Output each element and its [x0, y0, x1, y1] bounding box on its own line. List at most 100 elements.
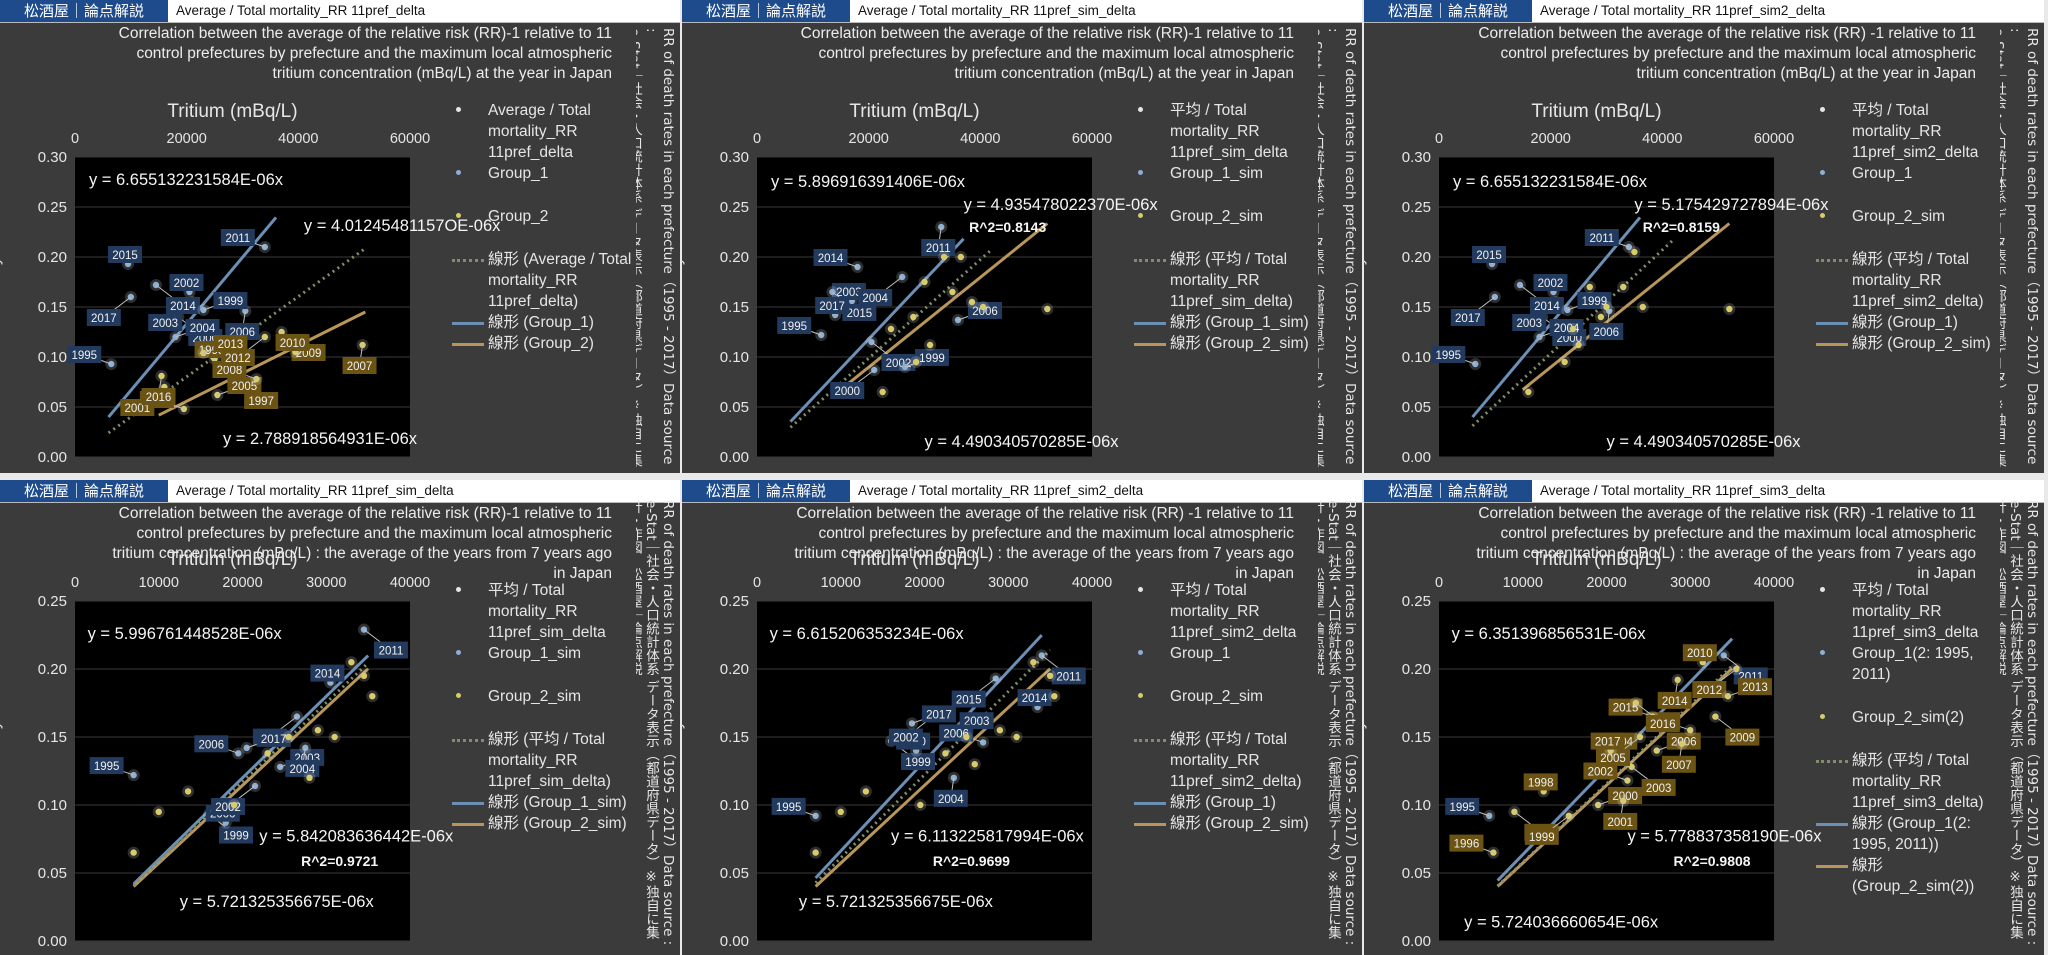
point-label: 1999	[1582, 296, 1608, 308]
point-label-box	[1524, 827, 1559, 845]
y-tick-label: 0.25	[1402, 593, 1431, 610]
panel-header: 松酒屋｜論点解説 Average / Total mortality_RR 11p…	[0, 0, 680, 23]
data-source-line: e-Stat｜社会・人口統計体系 データ表示（都道府県データ）※独自に集	[643, 500, 659, 939]
point-label-box	[1512, 314, 1547, 331]
point-label: 1997	[248, 396, 274, 408]
x-tick-label: 20000	[849, 131, 889, 147]
point-label-box	[141, 388, 176, 405]
data-source-line: 計・作図 松酒屋｜論点解説	[2000, 500, 2006, 676]
scatter-chart: 0.00 0.05 0.10 0.15 0.20 0.250 10000 20000 30000…	[720, 549, 1112, 950]
equation-label: y = 5.175429727894E-06x	[1634, 196, 1829, 214]
point-label: 1999	[223, 831, 249, 843]
point-label: 2014	[818, 253, 844, 265]
equation-label: y = 6.655132231584E-06x	[89, 171, 284, 189]
point-label-box	[373, 641, 408, 659]
point-label: 2014	[1662, 696, 1688, 708]
data-point	[954, 316, 962, 324]
data-point	[879, 388, 886, 396]
y-tick-label: 0.05	[38, 865, 67, 882]
point-label-box	[148, 314, 183, 331]
y-tick-label: 0.00	[720, 933, 749, 950]
chart-title: Correlation between the average of the r…	[1364, 504, 1976, 584]
point-label-box	[86, 309, 121, 326]
y-tick-label: 0.15	[720, 729, 749, 746]
chart-panel: 松酒屋｜論点解説 Average / Total mortality_RR 11p…	[1364, 0, 2044, 473]
legend-item: 線形 (Group_1_sim)	[1130, 312, 1320, 333]
point-label: 2002	[1538, 278, 1564, 290]
legend-swatch	[456, 213, 461, 218]
point-label-box	[842, 304, 877, 321]
point-label: 2003	[1516, 318, 1542, 330]
point-label-box	[933, 789, 968, 807]
trendline-group_2	[1521, 222, 1731, 391]
point-label: 2014	[1534, 301, 1560, 313]
legend-swatch	[1138, 650, 1143, 655]
legend-label: 平均 / Total mortality_RR 11pref_sim_delta	[488, 582, 606, 641]
point-label-box	[220, 229, 255, 246]
legend-label: 線形 (Average / Total mortality_RR 11pref_…	[488, 251, 632, 310]
sheet-title: Average / Total mortality_RR 11pref_sim3…	[1540, 483, 1826, 498]
point-label: 2014	[315, 669, 341, 681]
legend-item: Group_2_sim	[1130, 686, 1320, 707]
point-label-box	[1577, 292, 1612, 309]
x-tick-label: 30000	[988, 575, 1028, 591]
legend: Average / Total mortality_RR 11pref_delt…	[448, 100, 638, 354]
data-point	[1569, 325, 1577, 333]
scatter-chart: 0.00 0.05 0.10 0.15 0.20 0.250 10000 20000 30000…	[38, 549, 454, 950]
legend-item: 線形 (Group_2_sim)	[1130, 813, 1320, 834]
point-label-box	[777, 317, 812, 334]
point-label: 1999	[919, 353, 945, 365]
y-tick-label: 0.10	[38, 797, 67, 814]
legend-swatch	[1138, 693, 1143, 698]
point-label-box	[1450, 309, 1485, 326]
chart-title: Correlation between the average of the r…	[1364, 24, 1976, 84]
legend: 平均 / Total mortality_RR 11pref_sim_delta…	[448, 580, 638, 834]
sheet-title: Average / Total mortality_RR 11pref_sim_…	[858, 3, 1136, 18]
equation-label: y = 5.842083636442E-06x	[259, 828, 454, 846]
legend-item: Group_2_sim(2)	[1812, 707, 2002, 728]
point-label: 2002	[174, 278, 200, 290]
legend-item: 線形 (Group_1)	[1130, 792, 1320, 813]
trendline-group_1	[107, 216, 278, 419]
r-squared-label: R^2=0.9699	[933, 853, 1010, 869]
point-label-box	[1645, 715, 1680, 732]
point-label-box	[831, 283, 866, 300]
data-point	[910, 313, 917, 321]
point-label-box	[1682, 644, 1717, 662]
point-label: 2005	[1600, 753, 1626, 765]
legend-swatch	[1816, 760, 1848, 763]
point-label: 1995	[1435, 350, 1461, 362]
point-label-box	[921, 239, 956, 256]
chart-panel: 松酒屋｜論点解説 Average / Total mortality_RR 11p…	[682, 480, 1362, 955]
point-label-box	[901, 753, 935, 771]
point-label: 2013	[1742, 682, 1768, 694]
y-tick-label: 0.10	[38, 349, 67, 366]
x-tick-label: 40000	[278, 131, 318, 147]
point-label: 2010	[280, 338, 306, 350]
point-label-box	[951, 690, 986, 708]
point-label-box	[1603, 812, 1638, 830]
legend-swatch	[456, 587, 461, 592]
y-tick-label: 0.10	[720, 349, 749, 366]
legend-item: Group_2_sim	[1130, 206, 1320, 227]
point-label: 2000	[1612, 791, 1638, 803]
y-tick-label: 0.25	[38, 199, 67, 216]
chart-title-line: Correlation between the average of the r…	[118, 505, 612, 522]
legend-label: Average / Total mortality_RR 11pref_delt…	[488, 102, 591, 161]
legend-item: Group_1	[1130, 643, 1320, 664]
y-tick-label: 0.10	[1402, 797, 1431, 814]
y-tick-label: 0.20	[720, 249, 749, 266]
point-label: 2012	[1697, 685, 1723, 697]
point-label-box	[310, 664, 345, 682]
panel-header: 松酒屋｜論点解説 Average / Total mortality_RR 11p…	[682, 0, 1362, 23]
point-label-box	[1431, 346, 1466, 363]
chart-title-line: control prefectures by prefecture and th…	[136, 45, 612, 62]
chart-title-line: tritium concentration (mBq/L) : the aver…	[794, 545, 1294, 562]
panel-header: 松酒屋｜論点解説 Average / Total mortality_RR 11p…	[1364, 0, 2044, 23]
point-label: 2004	[290, 764, 316, 776]
x-tick-label: 20000	[167, 131, 207, 147]
data-source-line: RR of death rates in each prefecture（199…	[643, 28, 676, 465]
point-label: 2011	[1056, 671, 1081, 683]
legend-item: 線形 (Group_1)	[1812, 312, 2002, 333]
legend-label: Group_2_sim(2)	[1852, 709, 1964, 726]
